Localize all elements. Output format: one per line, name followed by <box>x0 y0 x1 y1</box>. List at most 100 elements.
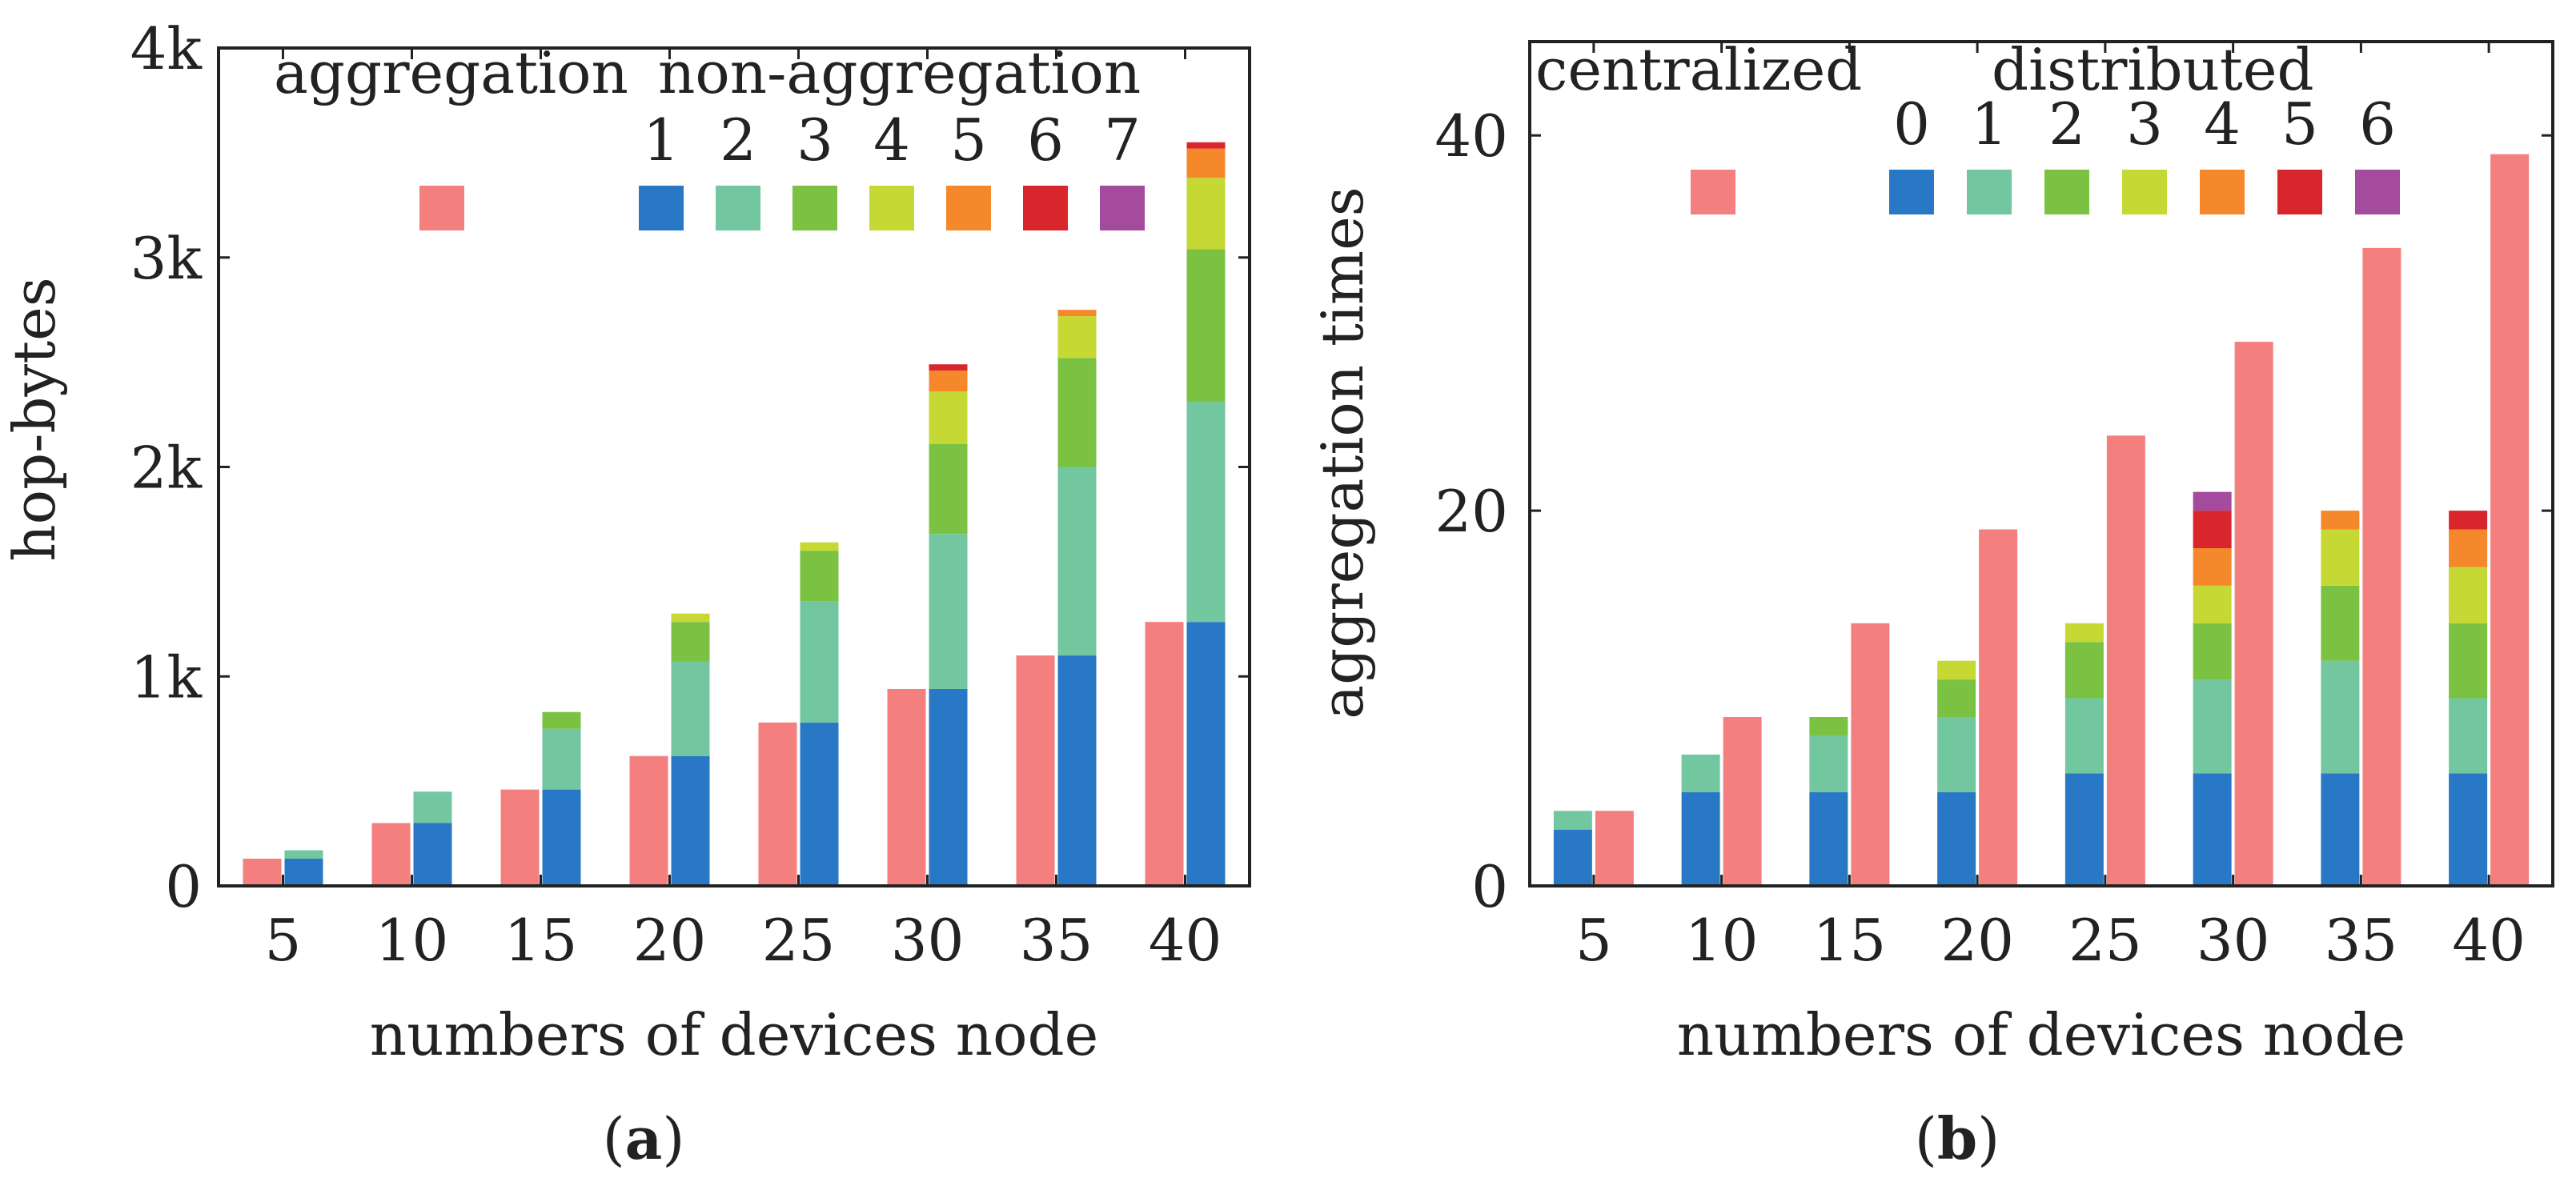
bar-segment-4 <box>800 542 839 551</box>
x-tick-label: 20 <box>1940 907 2014 974</box>
legend-swatch-6 <box>2355 170 2400 214</box>
caption-b: (b) <box>1915 1104 2000 1172</box>
x-tick-label: 30 <box>891 907 965 974</box>
bar-segment-0 <box>2064 773 2104 886</box>
bar-aggregation <box>758 722 797 886</box>
bar-segment-2 <box>671 661 710 756</box>
bar-segment-4 <box>929 391 968 444</box>
bar-segment-2 <box>2449 623 2488 699</box>
legend-single-label: centralized <box>1535 36 1862 103</box>
legend-swatch-7 <box>1100 186 1145 230</box>
legend-label-3: 3 <box>2126 90 2163 158</box>
y-axis-label: aggregation times <box>1309 186 1376 719</box>
legend-swatch-6 <box>1023 186 1068 230</box>
bar-centralized <box>2362 247 2401 886</box>
bar-segment-2 <box>2321 585 2360 661</box>
bar-segment-0 <box>2193 773 2232 886</box>
x-tick-label: 35 <box>1020 907 1093 974</box>
bar-segment-1 <box>2193 679 2232 774</box>
legend-label-2: 2 <box>2048 90 2085 158</box>
legend-stack-label: non-aggregation <box>658 39 1141 106</box>
bar-segment-1 <box>1681 754 1720 792</box>
bar-segment-6 <box>929 364 968 371</box>
bar-segment-3 <box>1186 249 1226 403</box>
bar-segment-5 <box>2193 511 2232 548</box>
bar-segment-6 <box>1186 142 1226 149</box>
bar-segment-0 <box>1553 829 1592 886</box>
bar-centralized <box>2106 435 2145 886</box>
bar-aggregation <box>1145 622 1184 886</box>
bar-aggregation <box>887 688 926 886</box>
legend-label-5: 5 <box>2281 90 2318 158</box>
bar-segment-3 <box>2449 567 2488 623</box>
legend-label-1: 1 <box>1971 90 2008 158</box>
x-tick-label: 35 <box>2325 907 2398 974</box>
y-tick-label: 3k <box>130 225 203 292</box>
legend-stack-label: distributed <box>1992 36 2314 103</box>
y-tick-label: 4k <box>130 15 203 82</box>
bar-segment-5 <box>1186 148 1226 178</box>
bar-segment-2 <box>2064 642 2104 699</box>
bar-segment-3 <box>542 711 581 729</box>
bar-segment-5 <box>1057 310 1097 317</box>
legend-swatch-0 <box>1889 170 1934 214</box>
legend-swatch-aggregation <box>419 186 464 230</box>
legend-label-4: 4 <box>873 106 910 174</box>
bar-segment-1 <box>1553 811 1592 830</box>
y-tick-label: 0 <box>1471 853 1508 920</box>
legend-swatch-3 <box>792 186 837 230</box>
bar-segment-0 <box>2449 773 2488 886</box>
bar-segment-2 <box>929 534 968 689</box>
bar-segment-4 <box>2449 529 2488 567</box>
bar-segment-2 <box>1937 679 1976 717</box>
y-tick-label: 20 <box>1434 478 1508 545</box>
x-tick-label: 10 <box>1685 907 1759 974</box>
bar-segment-4 <box>2193 548 2232 586</box>
legend-single-label: aggregation <box>274 39 628 106</box>
y-tick-label: 1k <box>130 643 203 711</box>
bar-segment-3 <box>800 551 839 602</box>
y-axis-label: hop-bytes <box>1 277 68 561</box>
x-tick-label: 25 <box>2068 907 2142 974</box>
legend-label-1: 1 <box>643 106 680 174</box>
bar-segment-3 <box>2064 623 2104 643</box>
bar-segment-3 <box>929 443 968 535</box>
legend-swatch-centralized <box>1691 170 1735 214</box>
caption-a: (a) <box>603 1104 685 1172</box>
legend-swatch-5 <box>2277 170 2322 214</box>
bar-segment-2 <box>413 791 452 823</box>
legend-label-3: 3 <box>796 106 833 174</box>
bar-segment-2 <box>2193 623 2232 680</box>
bar-segment-1 <box>2321 660 2360 774</box>
x-axis-label: numbers of devices node <box>370 1001 1098 1068</box>
bar-segment-0 <box>1809 791 1848 886</box>
x-tick-label: 10 <box>375 907 449 974</box>
x-tick-label: 15 <box>1813 907 1887 974</box>
bar-segment-1 <box>671 755 710 886</box>
bar-segment-5 <box>2449 511 2488 530</box>
legend-label-6: 6 <box>1027 106 1064 174</box>
bar-aggregation <box>500 789 540 886</box>
x-tick-label: 40 <box>2452 907 2526 974</box>
bar-aggregation <box>243 858 282 886</box>
bar-segment-3 <box>1057 358 1097 467</box>
bar-segment-1 <box>1057 655 1097 886</box>
y-tick-label: 0 <box>165 853 202 920</box>
legend-swatch-1 <box>639 186 684 230</box>
bar-segment-5 <box>929 371 968 392</box>
bar-segment-3 <box>1937 660 1976 680</box>
bar-group <box>243 142 1226 886</box>
bar-segment-0 <box>1681 791 1720 886</box>
legend-swatch-4 <box>869 186 914 230</box>
bar-segment-1 <box>284 858 323 886</box>
legend-swatch-1 <box>1967 170 2012 214</box>
bar-segment-2 <box>542 728 581 790</box>
bar-segment-4 <box>1057 316 1097 359</box>
legend-swatch-3 <box>2122 170 2167 214</box>
legend-swatch-5 <box>946 186 991 230</box>
